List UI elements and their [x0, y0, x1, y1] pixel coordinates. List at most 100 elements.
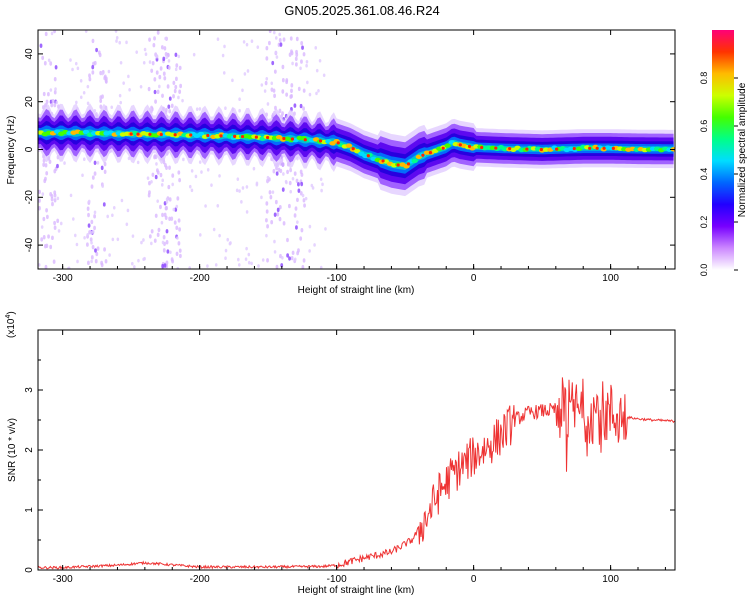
- noise-speck: [281, 78, 285, 83]
- noise-speck: [281, 256, 284, 260]
- noise-speck: [48, 159, 52, 164]
- noise-speck: [38, 198, 41, 203]
- noise-speck: [140, 240, 143, 245]
- noise-speck: [107, 69, 111, 74]
- noise-speck: [52, 259, 56, 264]
- noise-speck: [86, 233, 89, 237]
- noise-speck: [160, 183, 164, 187]
- noise-speck: [263, 89, 267, 93]
- noise-speck: [179, 83, 183, 89]
- ridge-peak: [366, 154, 370, 158]
- noise-speck: [279, 42, 283, 47]
- noise-speck: [156, 199, 159, 203]
- noise-speck: [235, 188, 239, 193]
- noise-speck: [51, 201, 54, 207]
- noise-speck: [176, 196, 180, 201]
- noise-speck: [278, 108, 282, 114]
- noise-speck: [260, 83, 264, 87]
- noise-speck: [274, 50, 278, 55]
- snr-y-tick-label: 0: [24, 567, 35, 573]
- noise-speck: [310, 183, 314, 188]
- noise-speck: [83, 235, 86, 240]
- spectrogram-ylabel: Frequency (Hz): [6, 116, 17, 185]
- noise-speck: [293, 257, 297, 262]
- noise-speck: [90, 184, 94, 189]
- noise-speck: [103, 247, 106, 252]
- noise-speck: [299, 103, 303, 109]
- noise-speck: [41, 192, 45, 196]
- noise-speck: [188, 184, 192, 189]
- noise-speck: [143, 47, 147, 52]
- noise-speck: [290, 255, 294, 261]
- noise-speck: [182, 157, 185, 162]
- ridge-peak: [240, 135, 245, 139]
- ridge-peak: [494, 146, 498, 150]
- noise-speck: [41, 55, 45, 61]
- noise-speck: [69, 58, 72, 62]
- noise-speck: [87, 260, 90, 266]
- noise-speck: [295, 178, 299, 184]
- noise-speck: [178, 65, 182, 71]
- figure-title: GN05.2025.361.08.46.R24: [284, 3, 439, 18]
- noise-speck: [177, 170, 181, 175]
- noise-speck: [272, 88, 276, 93]
- noise-speck: [171, 259, 175, 264]
- noise-speck: [88, 77, 92, 82]
- noise-speck: [297, 86, 301, 92]
- noise-speck: [273, 69, 277, 74]
- noise-speck: [276, 207, 280, 213]
- noise-speck: [260, 195, 263, 200]
- noise-speck: [147, 193, 151, 198]
- noise-speck: [291, 250, 295, 256]
- noise-speck: [247, 260, 251, 265]
- noise-speck: [266, 178, 269, 184]
- noise-speck: [162, 235, 166, 240]
- noise-speck: [272, 30, 276, 35]
- noise-speck: [266, 175, 270, 180]
- noise-speck: [39, 43, 43, 48]
- noise-speck: [257, 264, 260, 268]
- ridge-core: [411, 158, 418, 164]
- noise-speck: [275, 264, 279, 269]
- noise-speck: [82, 91, 86, 95]
- noise-speck: [45, 99, 49, 104]
- noise-speck: [148, 60, 152, 64]
- noise-speck: [164, 163, 167, 168]
- ridge-peak: [282, 136, 286, 141]
- noise-speck: [281, 89, 285, 94]
- noise-speck: [301, 265, 305, 269]
- ridge-peak: [539, 147, 543, 152]
- noise-speck: [47, 58, 51, 63]
- noise-speck: [101, 184, 104, 188]
- noise-speck: [294, 56, 298, 62]
- noise-speck: [273, 250, 277, 254]
- noise-speck: [106, 214, 110, 219]
- noise-speck: [171, 182, 174, 187]
- noise-speck: [91, 64, 95, 70]
- noise-speck: [43, 61, 47, 66]
- noise-speck: [273, 212, 277, 217]
- noise-speck: [291, 176, 295, 181]
- ridge-core: [444, 143, 451, 148]
- noise-speck: [148, 180, 151, 186]
- noise-speck: [301, 193, 305, 198]
- noise-speck: [288, 180, 292, 186]
- noise-speck: [40, 237, 44, 242]
- noise-speck: [231, 78, 234, 83]
- noise-speck: [266, 224, 269, 229]
- noise-speck: [146, 176, 150, 180]
- noise-speck: [93, 171, 97, 176]
- noise-speck: [154, 99, 157, 104]
- noise-speck: [177, 241, 181, 246]
- noise-speck: [305, 63, 308, 68]
- noise-speck: [221, 53, 225, 58]
- noise-speck: [156, 30, 160, 35]
- noise-speck: [172, 80, 176, 86]
- noise-speck: [91, 70, 95, 75]
- noise-speck: [216, 37, 220, 42]
- spectrogram-y-tick-label: 40: [24, 48, 35, 60]
- snr-x-tick-label: -100: [327, 574, 347, 585]
- noise-speck: [240, 200, 243, 204]
- noise-speck: [173, 88, 177, 94]
- spectrogram-y-tick-label: 20: [24, 96, 35, 108]
